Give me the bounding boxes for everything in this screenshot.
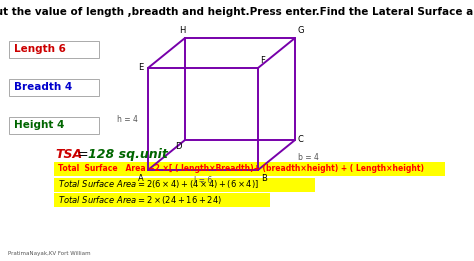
Text: l = 6: l = 6 bbox=[194, 176, 212, 185]
Text: Length 6: Length 6 bbox=[14, 44, 66, 55]
Text: Height 4: Height 4 bbox=[14, 121, 64, 130]
FancyBboxPatch shape bbox=[55, 177, 316, 192]
Text: Total  Surface   Area −2 ×[ ( length×Breadth)+ (breadth×height) + ( Length×heigh: Total Surface Area −2 ×[ ( length×Breadt… bbox=[58, 164, 424, 173]
Text: h = 4: h = 4 bbox=[117, 115, 138, 123]
Text: TSA: TSA bbox=[55, 148, 82, 161]
Text: PratimaNayak,KV Fort William: PratimaNayak,KV Fort William bbox=[8, 251, 91, 256]
Text: b = 4: b = 4 bbox=[298, 152, 319, 162]
Text: $\mathit{Total\ Surface\ Area} = 2 \times (24 + 16 + 24)$: $\mathit{Total\ Surface\ Area} = 2 \time… bbox=[58, 193, 222, 205]
Text: 128 sq.unit: 128 sq.unit bbox=[88, 148, 168, 161]
FancyBboxPatch shape bbox=[55, 193, 271, 206]
Text: H: H bbox=[179, 26, 185, 35]
Text: A: A bbox=[138, 174, 144, 183]
Text: B: B bbox=[261, 174, 267, 183]
FancyBboxPatch shape bbox=[9, 41, 99, 58]
FancyBboxPatch shape bbox=[9, 79, 99, 96]
FancyBboxPatch shape bbox=[55, 162, 446, 175]
Text: D: D bbox=[175, 142, 182, 151]
Text: Breadth 4: Breadth 4 bbox=[14, 82, 72, 92]
Text: $\mathit{Total\ Surface\ Area} = 2(6 \times 4) + (4 \times 4) + (6 \times 4)]$: $\mathit{Total\ Surface\ Area} = 2(6 \ti… bbox=[58, 179, 259, 191]
Text: C: C bbox=[298, 135, 304, 145]
Text: E: E bbox=[138, 63, 143, 73]
Text: F: F bbox=[260, 56, 265, 65]
Text: Input the value of length ,breadth and height.Press enter.Find the Lateral Surfa: Input the value of length ,breadth and h… bbox=[0, 7, 474, 17]
Text: =: = bbox=[78, 148, 89, 161]
FancyBboxPatch shape bbox=[9, 117, 99, 134]
Text: G: G bbox=[298, 26, 304, 35]
